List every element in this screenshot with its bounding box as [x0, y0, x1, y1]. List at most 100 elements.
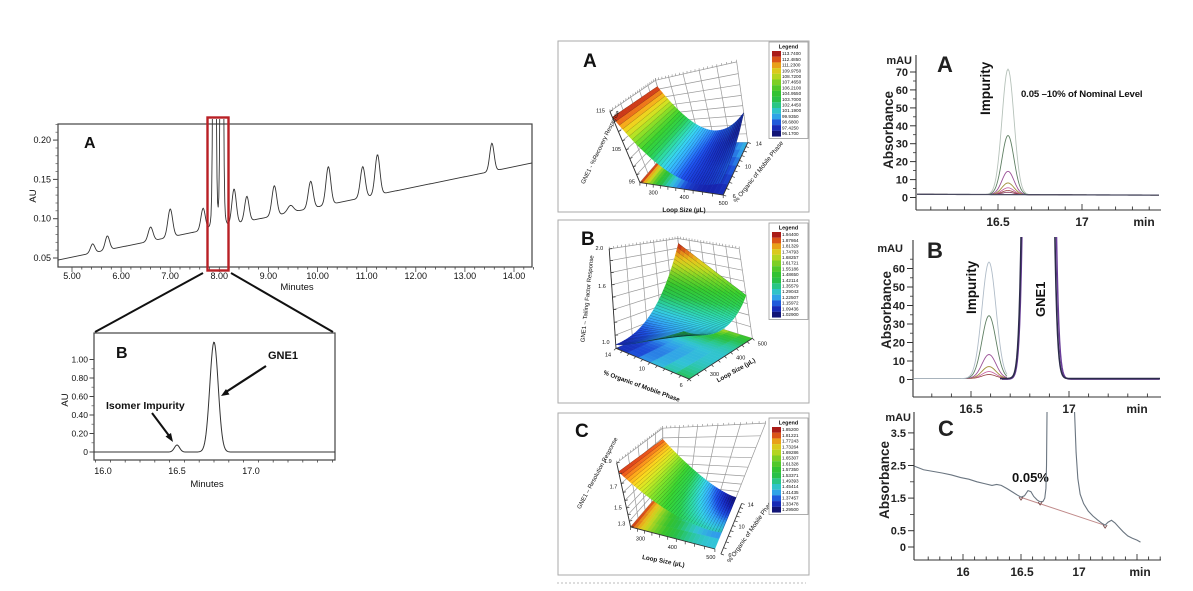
svg-text:mAU: mAU	[877, 243, 903, 255]
svg-text:1.00: 1.00	[71, 355, 88, 365]
svg-text:111.2300: 111.2300	[782, 63, 801, 68]
svg-text:8.00: 8.00	[211, 271, 229, 281]
svg-text:105: 105	[612, 147, 621, 153]
svg-text:112.4850: 112.4850	[782, 57, 801, 62]
svg-text:10: 10	[639, 367, 645, 373]
svg-text:min: min	[1126, 402, 1147, 416]
svg-text:0.40: 0.40	[71, 410, 88, 420]
svg-text:1.49393: 1.49393	[782, 479, 799, 484]
svg-text:101.1900: 101.1900	[782, 108, 802, 113]
svg-text:106.2100: 106.2100	[782, 85, 802, 90]
svg-text:99.9350: 99.9350	[782, 114, 799, 119]
svg-text:1.55186: 1.55186	[782, 266, 799, 271]
svg-text:Absorbance: Absorbance	[879, 271, 894, 350]
svg-text:0.05 –10% of Nominal Level: 0.05 –10% of Nominal Level	[1021, 89, 1142, 100]
svg-text:17: 17	[1062, 402, 1076, 416]
svg-text:14: 14	[756, 142, 762, 148]
svg-text:1.29500: 1.29500	[782, 507, 799, 512]
svg-text:Legend: Legend	[779, 226, 799, 232]
svg-text:1.09436: 1.09436	[782, 306, 799, 311]
svg-text:1.74793: 1.74793	[782, 249, 799, 254]
svg-text:400: 400	[668, 545, 677, 551]
svg-text:1.85200: 1.85200	[782, 427, 799, 432]
svg-text:1.61721: 1.61721	[782, 261, 799, 266]
svg-text:Minutes: Minutes	[190, 479, 224, 490]
svg-text:107.4650: 107.4650	[782, 80, 802, 85]
svg-text:17: 17	[1072, 565, 1086, 579]
svg-text:16.5: 16.5	[986, 215, 1010, 229]
svg-text:0.05: 0.05	[33, 253, 51, 263]
svg-text:1.65307: 1.65307	[782, 456, 799, 461]
svg-text:40: 40	[893, 301, 905, 313]
svg-text:1.0: 1.0	[602, 340, 610, 346]
svg-text:14: 14	[748, 502, 754, 508]
svg-text:5.00: 5.00	[63, 271, 81, 281]
svg-text:115: 115	[596, 108, 605, 114]
svg-text:1.69286: 1.69286	[782, 450, 799, 455]
svg-text:1.35579: 1.35579	[782, 284, 799, 289]
svg-text:1.68257: 1.68257	[782, 255, 799, 260]
svg-text:1.02900: 1.02900	[782, 312, 799, 317]
svg-text:500: 500	[719, 201, 728, 207]
svg-text:300: 300	[649, 191, 658, 197]
svg-text:0: 0	[899, 375, 905, 387]
svg-text:6.00: 6.00	[112, 271, 130, 281]
svg-text:1.61328: 1.61328	[782, 461, 799, 466]
svg-text:min: min	[1129, 565, 1150, 579]
svg-text:B: B	[927, 238, 943, 263]
svg-text:0: 0	[83, 447, 88, 457]
svg-text:10: 10	[896, 175, 908, 187]
svg-text:60: 60	[896, 85, 908, 97]
svg-text:10: 10	[893, 356, 905, 368]
svg-text:C: C	[938, 416, 954, 441]
svg-text:9.00: 9.00	[260, 271, 278, 281]
svg-text:10: 10	[739, 525, 745, 531]
svg-text:2.5: 2.5	[891, 461, 906, 473]
svg-text:16.5: 16.5	[959, 402, 983, 416]
svg-text:97.4250: 97.4250	[782, 125, 799, 130]
svg-text:Absorbance: Absorbance	[881, 91, 896, 170]
svg-text:1.37457: 1.37457	[782, 496, 799, 501]
svg-text:6: 6	[733, 194, 736, 200]
svg-text:20: 20	[893, 338, 905, 350]
svg-text:11.00: 11.00	[356, 271, 378, 281]
svg-text:Impurity: Impurity	[978, 61, 993, 115]
svg-text:1.48650: 1.48650	[782, 272, 799, 277]
svg-text:0.20: 0.20	[33, 135, 51, 145]
svg-text:AU: AU	[28, 189, 39, 202]
svg-text:1.73264: 1.73264	[782, 444, 799, 449]
svg-text:50: 50	[896, 103, 908, 115]
svg-text:104.9550: 104.9550	[782, 91, 802, 96]
svg-text:20: 20	[896, 157, 908, 169]
svg-text:1.77243: 1.77243	[782, 439, 799, 444]
svg-text:400: 400	[680, 195, 689, 201]
svg-text:0.60: 0.60	[71, 392, 88, 402]
svg-text:16: 16	[956, 565, 970, 579]
svg-text:7.00: 7.00	[161, 271, 179, 281]
svg-text:17.0: 17.0	[242, 466, 260, 476]
svg-text:12.00: 12.00	[405, 271, 428, 281]
svg-text:Impurity: Impurity	[964, 260, 979, 314]
svg-text:Legend: Legend	[779, 421, 799, 427]
svg-text:70: 70	[896, 67, 908, 79]
svg-text:A: A	[84, 135, 96, 152]
svg-text:500: 500	[758, 341, 767, 347]
svg-text:1.41435: 1.41435	[782, 490, 799, 495]
svg-text:10: 10	[745, 165, 751, 171]
svg-text:1.33478: 1.33478	[782, 501, 799, 506]
svg-text:1.87864: 1.87864	[782, 238, 799, 243]
svg-text:16.5: 16.5	[168, 466, 186, 476]
svg-text:1.81221: 1.81221	[782, 433, 799, 438]
svg-text:108.7200: 108.7200	[782, 74, 802, 79]
svg-text:1.45414: 1.45414	[782, 484, 799, 489]
svg-text:1.6: 1.6	[598, 284, 606, 290]
svg-text:2.0: 2.0	[596, 246, 604, 252]
svg-text:min: min	[1133, 215, 1154, 229]
svg-text:1.57350: 1.57350	[782, 467, 799, 472]
svg-text:1.5: 1.5	[891, 493, 906, 505]
svg-text:0.80: 0.80	[71, 373, 88, 383]
svg-text:60: 60	[893, 264, 905, 276]
svg-text:Absorbance: Absorbance	[877, 441, 892, 520]
svg-text:mAU: mAU	[886, 55, 912, 67]
svg-text:103.7000: 103.7000	[782, 97, 802, 102]
